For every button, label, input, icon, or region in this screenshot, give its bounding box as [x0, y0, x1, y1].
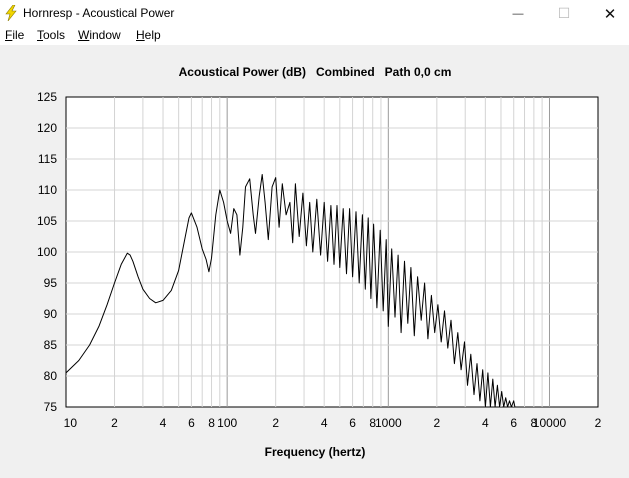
menu-window[interactable]: Window [78, 28, 121, 42]
menu-help[interactable]: Help [136, 28, 161, 42]
y-tick-label: 75 [44, 400, 58, 414]
x-tick-label: 2 [111, 416, 118, 430]
menu-file-label: ile [12, 28, 25, 42]
maximize-icon: ☐ [557, 5, 571, 21]
maximize-button[interactable]: ☐ [541, 0, 587, 27]
lightning-bolt-shape [5, 5, 17, 21]
x-tick-label: 4 [160, 416, 167, 430]
menu-tools[interactable]: Tools [37, 28, 65, 42]
minimize-icon: — [512, 7, 524, 20]
x-tick-label: 4 [321, 416, 328, 430]
y-axis-ticks: 125 120 115 110 105 100 95 90 85 80 75 [37, 90, 57, 414]
x-tick-label: 10000 [533, 416, 567, 430]
y-tick-label: 90 [44, 307, 58, 321]
menu-window-mnemonic: W [78, 28, 90, 42]
x-tick-label: 8 [208, 416, 215, 430]
x-tick-label: 6 [510, 416, 517, 430]
x-tick-label: 6 [188, 416, 195, 430]
menu-help-label: elp [144, 28, 161, 42]
x-tick-label: 8 [369, 416, 376, 430]
menu-window-label: indow [89, 28, 121, 42]
chart-title: Acoustical Power (dB) Combined Path 0,0 … [179, 65, 452, 79]
x-tick-label: 8 [531, 416, 538, 430]
x-tick-label: 10 [64, 416, 78, 430]
menu-tools-mnemonic: T [37, 28, 43, 42]
acoustical-power-chart: Acoustical Power (dB) Combined Path 0,0 … [37, 65, 602, 459]
grid [66, 97, 598, 407]
series-group [65, 174, 516, 408]
menu-help-mnemonic: H [136, 28, 145, 42]
y-tick-label: 115 [38, 152, 57, 166]
menu-file[interactable]: File [5, 28, 24, 42]
y-tick-label: 85 [44, 338, 58, 352]
menu-bar: File Tools Window Help [0, 27, 629, 45]
minimize-button[interactable]: — [495, 0, 541, 27]
x-tick-label: 2 [272, 416, 279, 430]
x-tick-label: 1000 [375, 416, 402, 430]
close-button[interactable]: ✕ [587, 0, 629, 27]
y-tick-label: 120 [37, 121, 57, 135]
x-tick-label: 2 [595, 416, 602, 430]
y-tick-label: 95 [44, 276, 58, 290]
menu-tools-label: ools [43, 28, 66, 42]
y-tick-label: 100 [37, 245, 57, 259]
menu-file-mnemonic: F [5, 28, 13, 42]
window-title: Hornresp - Acoustical Power [23, 6, 175, 20]
x-tick-label: 4 [482, 416, 489, 430]
lightning-bolt-icon [5, 5, 17, 21]
close-icon: ✕ [603, 5, 617, 23]
y-tick-label: 110 [38, 183, 57, 197]
title-bar: Hornresp - Acoustical Power — ☐ ✕ [0, 0, 629, 28]
plot-area: Acoustical Power (dB) Combined Path 0,0 … [0, 45, 629, 473]
x-tick-label: 100 [217, 416, 237, 430]
x-tick-label: 6 [349, 416, 356, 430]
y-tick-label: 105 [37, 214, 57, 228]
x-tick-label: 2 [433, 416, 440, 430]
acoustical-power-line [65, 174, 516, 408]
x-axis-label: Frequency (hertz) [265, 445, 366, 459]
y-tick-label: 80 [44, 369, 58, 383]
y-tick-label: 125 [37, 90, 57, 104]
